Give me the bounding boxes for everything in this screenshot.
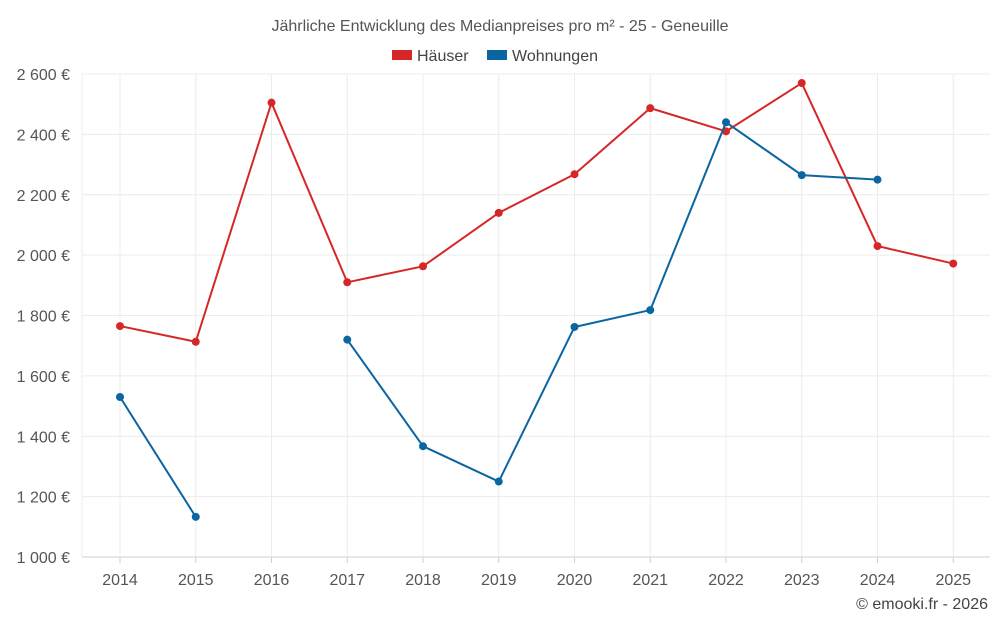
data-point[interactable] [191,337,200,346]
legend-swatch [487,50,507,60]
gridlines [81,73,990,563]
data-point[interactable] [949,259,958,268]
data-point[interactable] [722,118,730,127]
legend-label[interactable]: Wohnungen [512,48,598,65]
data-point[interactable] [797,79,806,88]
data-point[interactable] [646,306,655,315]
data-point[interactable] [873,175,882,184]
data-point[interactable] [343,335,352,344]
x-tick-label: 2014 [102,572,138,589]
y-axis-ticks: 1 000 € 1 200 € 1 400 € 1 600 € 1 800 € 2 000… [17,67,70,567]
data-point[interactable] [494,208,503,217]
x-tick-label: 2020 [557,572,593,589]
y-tick-label: 2 200 € [17,188,70,205]
series-haeuser [116,79,958,346]
y-tick-label: 2 600 € [17,67,70,84]
legend-swatch [392,50,412,60]
y-tick-label: 1 000 € [17,550,70,567]
data-point[interactable] [494,477,503,486]
x-tick-label: 2021 [632,572,668,589]
data-point[interactable] [191,512,200,521]
series-line [346,121,878,483]
data-point[interactable] [419,262,427,271]
series-layer [116,79,958,521]
data-point[interactable] [797,171,806,180]
legend: Häuser Wohnungen [392,48,598,65]
series-wohnungen [116,118,882,521]
legend-label[interactable]: Häuser [417,48,469,65]
data-point[interactable] [267,98,276,107]
y-tick-label: 1 600 € [17,369,70,386]
x-tick-label: 2019 [481,572,517,589]
x-tick-label: 2016 [254,572,290,589]
x-tick-label: 2015 [178,572,214,589]
series-line [119,82,954,343]
x-tick-label: 2022 [708,572,744,589]
data-point[interactable] [116,322,124,331]
y-tick-label: 1 200 € [17,490,70,507]
y-tick-label: 2 400 € [17,127,70,144]
data-point[interactable] [116,393,124,402]
data-point[interactable] [343,278,352,287]
x-tick-label: 2023 [784,572,820,589]
x-axis-ticks: 2014 2015 2016 2017 2018 2019 2020 2021 2022 2023… [102,572,971,589]
x-tick-label: 2024 [860,572,896,589]
data-point[interactable] [873,242,882,251]
series-line [119,396,197,518]
y-tick-label: 1 800 € [17,309,70,326]
x-tick-label: 2017 [329,572,365,589]
data-point[interactable] [570,322,579,331]
credit-text: © emooki.fr - 2026 [856,596,988,613]
y-tick-label: 2 000 € [17,248,70,265]
x-tick-label: 2025 [935,572,971,589]
y-tick-label: 1 400 € [17,429,70,446]
chart-title: Jährliche Entwicklung des Medianpreises … [271,18,728,35]
data-point[interactable] [419,442,427,451]
x-tick-label: 2018 [405,572,441,589]
data-point[interactable] [570,170,579,179]
data-point[interactable] [646,104,655,113]
